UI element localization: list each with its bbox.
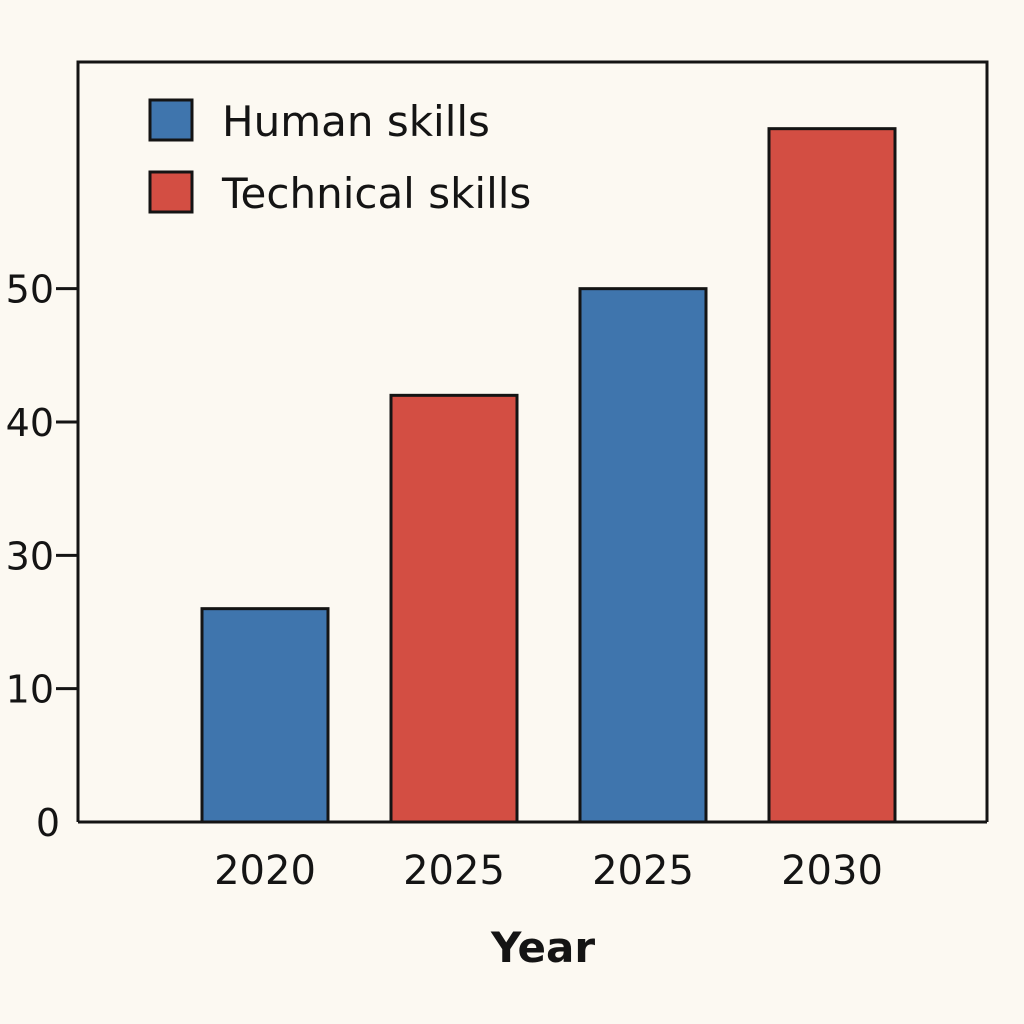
y-tick-label-50: 50: [6, 268, 54, 312]
y-tick-label-30: 30: [6, 534, 54, 578]
bar-2025-2: [389, 393, 519, 824]
y-tick-label-40: 40: [6, 401, 54, 445]
x-axis-labels: 2020 2025 2025 2030: [214, 848, 883, 894]
bar-2030-4: [767, 127, 897, 824]
legend-swatch-technical-skills: [148, 170, 194, 214]
x-axis-title: Year: [490, 923, 595, 972]
x-tick-label-2: 2025: [403, 848, 505, 894]
x-tick-label-3: 2025: [592, 848, 694, 894]
bar-2025-3: [578, 287, 708, 824]
bar-2020-1: [200, 607, 330, 824]
legend: Human skills Technical skills: [148, 97, 531, 218]
y-axis-ticks: 0 10 30 40 50: [6, 268, 78, 845]
plot-frame: [76, 60, 989, 822]
y-tick-label-0: 0: [36, 801, 60, 845]
y-tick-label-10: 10: [6, 668, 54, 712]
x-tick-label-1: 2020: [214, 848, 316, 894]
legend-swatch-human-skills: [148, 98, 194, 142]
legend-label-human-skills: Human skills: [222, 97, 490, 146]
legend-label-technical-skills: Technical skills: [221, 169, 531, 218]
x-tick-label-4: 2030: [781, 848, 883, 894]
